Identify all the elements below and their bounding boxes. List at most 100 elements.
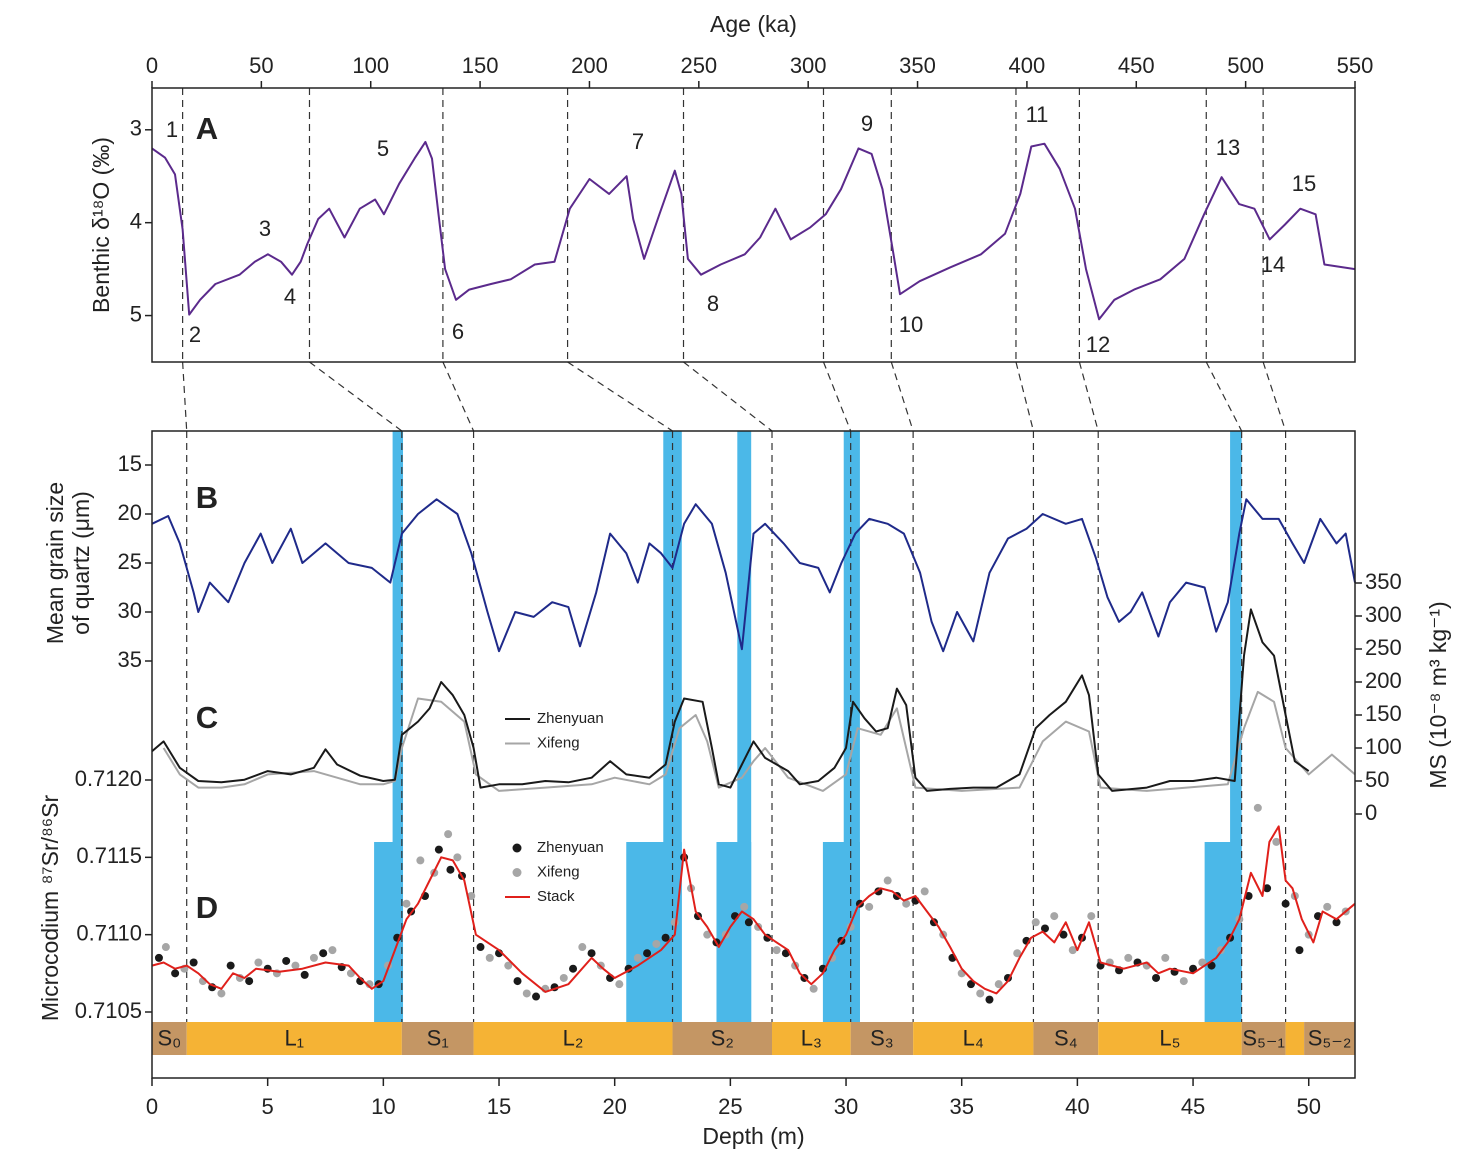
strat-unit [913, 1022, 1034, 1055]
stage-label: 14 [1261, 252, 1285, 277]
frame [151, 430, 1356, 1079]
y-tick-label: 30 [118, 598, 142, 623]
data-point [1198, 958, 1207, 967]
data-point [1040, 924, 1049, 933]
data-point [1272, 837, 1281, 846]
strat-label: L₅ [1159, 1025, 1180, 1050]
x-tick-label: 35 [949, 1094, 973, 1119]
y-tick-label: 35 [118, 647, 142, 672]
panel-label: A [196, 111, 218, 146]
x-tick-label: 200 [571, 53, 608, 78]
data-point [485, 953, 494, 962]
data-point [189, 958, 198, 967]
y-axis-label: of quartz (μm) [68, 491, 94, 635]
data-point [1087, 912, 1096, 921]
strat-unit [1241, 1022, 1286, 1055]
stage-label: 3 [259, 216, 271, 241]
panel-label: C [196, 700, 218, 735]
stage-label: 5 [377, 136, 389, 161]
stage-label: 2 [189, 322, 201, 347]
x-tick-label: 45 [1181, 1094, 1205, 1119]
data-point [578, 943, 587, 952]
data-point [966, 980, 975, 989]
x-tick-label: 550 [1337, 53, 1374, 78]
boundary-link [567, 361, 673, 432]
data-point [1189, 964, 1198, 973]
strat-label: L₃ [801, 1025, 822, 1050]
strat-label: S₅₋₁ [1242, 1025, 1285, 1050]
data-point [1068, 946, 1077, 955]
strat-label: L₄ [963, 1025, 984, 1050]
boundary-link [1262, 361, 1287, 432]
data-point [504, 961, 513, 970]
data-point [1295, 946, 1304, 955]
strat-label: S₁ [427, 1025, 449, 1050]
data-point [467, 892, 476, 900]
highlight-band [1230, 431, 1242, 1022]
boundary-link [182, 361, 188, 432]
x-tick-label: 10 [371, 1094, 395, 1119]
data-point [365, 980, 374, 989]
y-tick-label: 150 [1365, 701, 1402, 726]
panel-label: B [196, 480, 218, 515]
data-point [1207, 961, 1216, 970]
stage-label: 9 [861, 111, 873, 136]
frame [151, 87, 1356, 363]
data-point [652, 939, 661, 948]
y-tick-label: 5 [130, 301, 142, 326]
stage-label: 10 [899, 312, 923, 337]
legend-label: Stack [537, 888, 575, 905]
legend-label: Xifeng [537, 863, 580, 880]
x-tick-label: 5 [262, 1094, 274, 1119]
strat-unit [401, 1022, 474, 1055]
y-tick-label: 4 [130, 208, 142, 233]
data-point [282, 956, 291, 965]
x-tick-label: 100 [352, 53, 389, 78]
data-line [151, 498, 1356, 653]
data-point [661, 933, 670, 942]
x-tick-label: 40 [1065, 1094, 1089, 1119]
data-point [444, 830, 453, 839]
stage-label: 7 [632, 129, 644, 154]
stage-label: 13 [1216, 135, 1240, 160]
y-axis-label: MS (10⁻⁸ m³ kg⁻¹) [1425, 601, 1451, 788]
strat-label: S₅₋₂ [1308, 1025, 1352, 1050]
boundary-link [1015, 361, 1035, 432]
legend-label: Zhenyuan [537, 710, 604, 727]
data-point [217, 989, 226, 998]
y-tick-label: 0 [1365, 800, 1377, 825]
boundary-link [1205, 361, 1243, 432]
data-point [161, 943, 170, 952]
data-point [1179, 977, 1188, 986]
y-tick-label: 3 [130, 116, 142, 141]
data-point [446, 865, 455, 874]
x-tick-label: 500 [1227, 53, 1264, 78]
y-tick-label: 20 [118, 500, 142, 525]
strat-label: S₀ [157, 1025, 181, 1050]
highlight-band [1204, 842, 1242, 1022]
data-point [920, 887, 929, 896]
x-axis-label: Age (ka) [710, 11, 797, 37]
strat-unit [152, 1022, 187, 1055]
data-point [416, 856, 425, 865]
highlight-band [392, 431, 404, 1022]
y-tick-label: 350 [1365, 569, 1402, 594]
stage-label: 6 [452, 319, 464, 344]
data-point [476, 943, 485, 952]
data-point [633, 953, 642, 962]
data-point [1281, 899, 1290, 908]
stage-label: 8 [707, 291, 719, 316]
y-tick-label: 50 [1365, 767, 1389, 792]
stage-label: 4 [284, 284, 296, 309]
strat-label: S₂ [711, 1025, 734, 1050]
data-point [513, 977, 522, 986]
data-point [453, 853, 462, 862]
strat-unit [473, 1022, 673, 1055]
data-point [643, 949, 652, 958]
data-point [291, 961, 300, 970]
legend-marker [512, 843, 522, 853]
data-point [809, 984, 818, 993]
boundary-link [1078, 361, 1099, 432]
highlight-band [716, 842, 752, 1022]
